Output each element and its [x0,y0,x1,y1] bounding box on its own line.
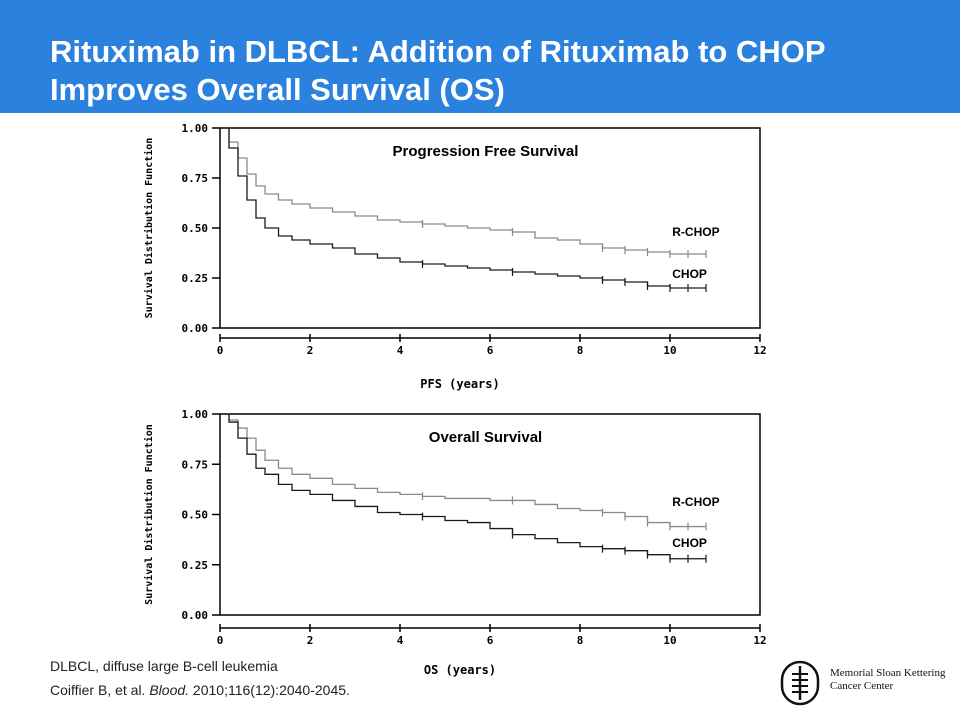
os-chart: 0.00 0.25 0.50 0.75 1.00 0 2 4 6 8 10 12 OS (years) S… [143,408,767,677]
x-tick-label: 10 [663,634,676,647]
y-tick-label: 0.00 [182,322,209,335]
x-tick-label: 12 [753,634,766,647]
series-label-r-chop: R-CHOP [672,495,719,509]
x-tick-label: 2 [307,344,314,357]
x-tick-label: 4 [397,634,404,647]
y-axis-label: Survival Distribution Function [143,138,155,319]
x-tick-label: 0 [217,344,224,357]
msk-logo-icon [780,660,820,706]
citation-footnote: Coiffier B, et al. Blood. 2010;116(12):2… [50,682,350,698]
chart-title: Overall Survival [429,429,542,446]
msk-logo-text: Memorial Sloan Kettering Cancer Center [830,667,945,693]
series-label-chop: CHOP [672,267,707,281]
y-tick-label: 0.75 [182,458,209,471]
y-tick-label: 0.50 [182,509,209,522]
x-tick-label: 8 [577,344,584,357]
x-tick-label: 10 [663,344,676,357]
title-banner: Rituximab in DLBCL: Addition of Rituxima… [0,0,960,113]
citation-authors: Coiffier B, et al. [50,682,150,698]
pfs-chart: 0.00 0.25 0.50 0.75 1.00 0 2 4 6 8 10 12 PFS (years)… [143,122,767,391]
y-axis-label: Survival Distribution Function [143,424,155,605]
x-tick-label: 2 [307,634,314,647]
x-tick-label: 8 [577,634,584,647]
y-tick-label: 0.75 [182,172,209,185]
x-tick-label: 6 [487,344,494,357]
x-tick-label: 6 [487,634,494,647]
y-tick-label: 0.00 [182,609,209,622]
y-tick-label: 1.00 [182,408,209,421]
abbreviation-footnote: DLBCL, diffuse large B-cell leukemia [50,658,278,674]
logo-line-1: Memorial Sloan Kettering [830,667,946,679]
x-tick-label: 4 [397,344,404,357]
x-axis-label: PFS (years) [420,377,499,391]
slide-title-line-1: Rituximab in DLBCL: Addition of Rituxima… [50,34,826,69]
x-axis-label: OS (years) [424,663,496,677]
msk-logo: Memorial Sloan Kettering Cancer Center [780,656,950,706]
y-tick-label: 0.25 [182,272,209,285]
y-tick-label: 0.50 [182,222,209,235]
series-label-r-chop: R-CHOP [672,225,719,239]
y-tick-label: 0.25 [182,559,209,572]
series-label-chop: CHOP [672,536,707,550]
logo-line-2: Cancer Center [830,680,894,692]
slide-title-line-2: Improves Overall Survival (OS) [50,72,505,107]
x-tick-label: 0 [217,634,224,647]
chart-title: Progression Free Survival [393,143,579,160]
citation-details: 2010;116(12):2040-2045. [189,682,350,698]
y-tick-label: 1.00 [182,122,209,135]
x-tick-label: 12 [753,344,766,357]
citation-journal: Blood. [149,682,190,698]
